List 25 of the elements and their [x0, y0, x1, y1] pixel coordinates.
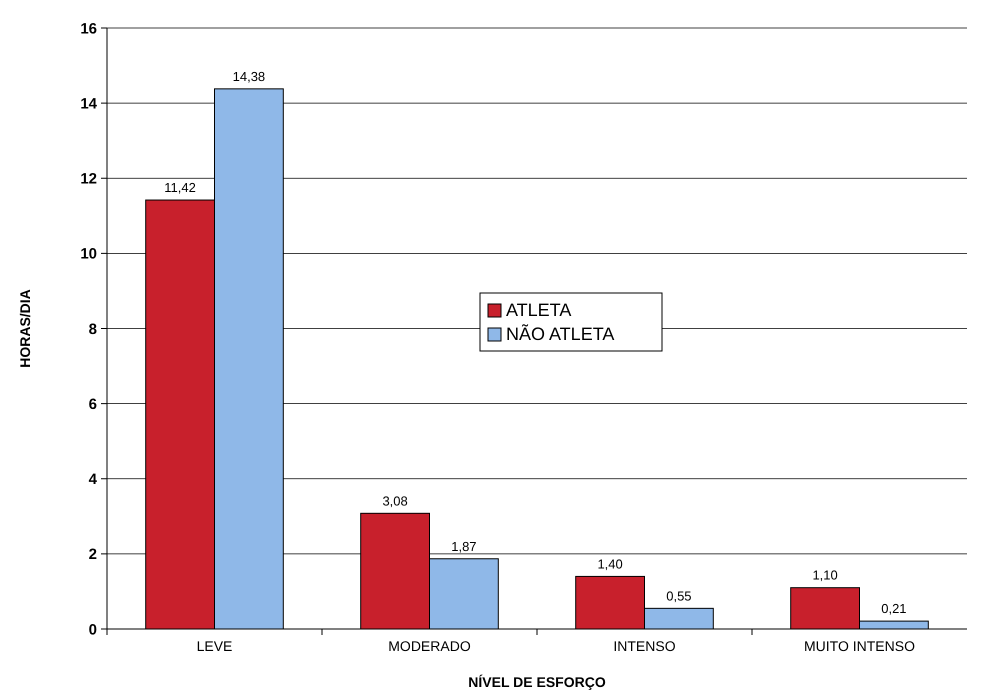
y-tick-label: 12	[80, 170, 97, 188]
x-tick-label: LEVE	[196, 638, 232, 654]
data-label: 1,10	[812, 568, 838, 583]
y-tick-label: 4	[88, 471, 98, 488]
data-label: 1,40	[597, 556, 623, 572]
legend-label: ATLETA	[506, 300, 572, 320]
data-label: 0,21	[881, 601, 907, 616]
y-tick-label: 6	[88, 396, 97, 413]
y-tick-label: 14	[80, 95, 98, 112]
x-tick-label: MUITO INTENSO	[804, 638, 916, 654]
x-tick-label: MODERADO	[388, 638, 471, 654]
data-label: 1,87	[451, 538, 477, 554]
y-tick-label: 10	[80, 246, 97, 263]
y-tick-label: 16	[80, 20, 97, 38]
data-label: 0,55	[666, 588, 692, 604]
x-axis-title: NÍVEL DE ESFORÇO	[468, 674, 606, 690]
y-tick-label: 2	[88, 546, 97, 564]
y-axis-title: HORAS/DIA	[17, 289, 33, 368]
x-tick-label: INTENSO	[613, 638, 676, 654]
data-label: 14,38	[232, 68, 266, 84]
legend-label: NÃO ATLETA	[506, 324, 614, 344]
y-tick-label: 0	[88, 621, 97, 638]
y-tick-label: 8	[88, 320, 97, 338]
data-label: 11,42	[164, 180, 196, 196]
data-label: 3,08	[382, 493, 408, 508]
